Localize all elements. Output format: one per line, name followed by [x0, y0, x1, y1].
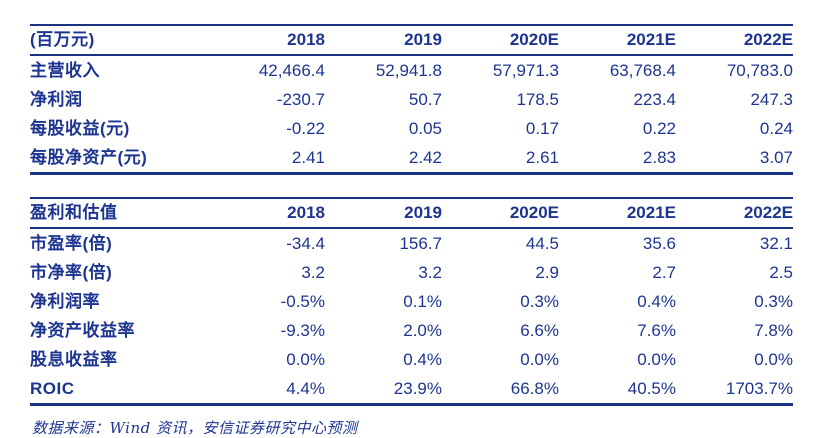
- value-cell: 3.2: [301, 263, 325, 282]
- table-row: 市盈率(倍) -34.4 156.7 44.5 35.6 32.1: [30, 228, 793, 258]
- value-cell: 0.05: [408, 119, 442, 138]
- row-label: 股息收益率: [30, 350, 118, 369]
- value-cell: 0.3%: [754, 292, 793, 311]
- value-cell: -34.4: [286, 234, 325, 253]
- table-row: 主营收入 42,466.4 52,941.8 57,971.3 63,768.4…: [30, 55, 793, 85]
- value-cell: 23.9%: [393, 379, 442, 398]
- valuation-header-cell: 盈利和估值: [30, 203, 118, 222]
- value-cell: 66.8%: [510, 379, 559, 398]
- year-header-cell: 2019: [404, 30, 442, 49]
- value-cell: 3.2: [418, 263, 442, 282]
- value-cell: 0.24: [759, 119, 793, 138]
- value-cell: 57,971.3: [492, 61, 559, 80]
- value-cell: 178.5: [516, 90, 559, 109]
- row-label: 每股净资产(元): [30, 148, 148, 167]
- year-header-cell: 2022E: [743, 203, 793, 222]
- table-header-row: 盈利和估值 2018 2019 2020E 2021E 2022E: [30, 198, 793, 228]
- year-header-cell: 2018: [287, 203, 325, 222]
- value-cell: 7.8%: [754, 321, 793, 340]
- value-cell: 4.4%: [286, 379, 325, 398]
- year-header-cell: 2022E: [743, 30, 793, 49]
- value-cell: 3.07: [759, 148, 793, 167]
- value-cell: 40.5%: [627, 379, 676, 398]
- row-label: 主营收入: [30, 61, 100, 80]
- value-cell: 0.1%: [403, 292, 442, 311]
- value-cell: 0.4%: [403, 350, 442, 369]
- value-cell: 70,783.0: [726, 61, 793, 80]
- value-cell: 63,768.4: [609, 61, 676, 80]
- value-cell: 44.5: [525, 234, 559, 253]
- row-label: 市净率(倍): [30, 263, 113, 282]
- value-cell: 2.5: [769, 263, 793, 282]
- value-cell: 35.6: [642, 234, 676, 253]
- table-row: ROIC 4.4% 23.9% 66.8% 40.5% 1703.7%: [30, 374, 793, 405]
- value-cell: 0.0%: [286, 350, 325, 369]
- table-row: 每股净资产(元) 2.41 2.42 2.61 2.83 3.07: [30, 143, 793, 174]
- value-cell: 1703.7%: [725, 379, 793, 398]
- value-cell: 2.0%: [403, 321, 442, 340]
- value-cell: 2.61: [525, 148, 559, 167]
- row-label: ROIC: [30, 379, 75, 398]
- year-header-cell: 2020E: [509, 30, 559, 49]
- value-cell: 0.0%: [754, 350, 793, 369]
- unit-header-cell: (百万元): [30, 30, 95, 49]
- value-cell: 247.3: [750, 90, 793, 109]
- table-row: 净利润 -230.7 50.7 178.5 223.4 247.3: [30, 85, 793, 114]
- value-cell: 6.6%: [520, 321, 559, 340]
- table-row: 净资产收益率 -9.3% 2.0% 6.6% 7.6% 7.8%: [30, 316, 793, 345]
- income-forecast-table: (百万元) 2018 2019 2020E 2021E 2022E 主营收入 4…: [30, 24, 793, 175]
- value-cell: 0.3%: [520, 292, 559, 311]
- value-cell: -230.7: [276, 90, 325, 109]
- value-cell: -0.22: [286, 119, 325, 138]
- value-cell: 2.42: [408, 148, 442, 167]
- value-cell: 32.1: [759, 234, 793, 253]
- row-label: 净利润率: [30, 292, 100, 311]
- row-label: 净利润: [30, 90, 83, 109]
- value-cell: 156.7: [399, 234, 442, 253]
- value-cell: 0.17: [525, 119, 559, 138]
- value-cell: 50.7: [408, 90, 442, 109]
- value-cell: 52,941.8: [375, 61, 442, 80]
- year-header-cell: 2020E: [509, 203, 559, 222]
- valuation-table: 盈利和估值 2018 2019 2020E 2021E 2022E 市盈率(倍)…: [30, 197, 793, 406]
- report-tables-section: (百万元) 2018 2019 2020E 2021E 2022E 主营收入 4…: [30, 24, 793, 438]
- table-spacer: [30, 175, 793, 197]
- value-cell: 223.4: [633, 90, 676, 109]
- value-cell: 2.7: [652, 263, 676, 282]
- year-header-cell: 2018: [287, 30, 325, 49]
- table-header-row: (百万元) 2018 2019 2020E 2021E 2022E: [30, 25, 793, 55]
- value-cell: -9.3%: [280, 321, 325, 340]
- year-header-cell: 2021E: [626, 203, 676, 222]
- value-cell: 2.41: [291, 148, 325, 167]
- row-label: 净资产收益率: [30, 321, 135, 340]
- value-cell: 0.0%: [520, 350, 559, 369]
- table-row: 每股收益(元) -0.22 0.05 0.17 0.22 0.24: [30, 114, 793, 143]
- value-cell: 2.83: [642, 148, 676, 167]
- data-source-note: 数据来源：Wind 资讯，安信证券研究中心预测: [32, 419, 358, 437]
- value-cell: 2.9: [535, 263, 559, 282]
- value-cell: 0.22: [642, 119, 676, 138]
- value-cell: 7.6%: [637, 321, 676, 340]
- year-header-cell: 2019: [404, 203, 442, 222]
- table-row: 股息收益率 0.0% 0.4% 0.0% 0.0% 0.0%: [30, 345, 793, 374]
- row-label: 市盈率(倍): [30, 234, 113, 253]
- table-row: 市净率(倍) 3.2 3.2 2.9 2.7 2.5: [30, 258, 793, 287]
- year-header-cell: 2021E: [626, 30, 676, 49]
- row-label: 每股收益(元): [30, 119, 130, 138]
- value-cell: 0.0%: [637, 350, 676, 369]
- value-cell: 0.4%: [637, 292, 676, 311]
- value-cell: 42,466.4: [258, 61, 325, 80]
- value-cell: -0.5%: [280, 292, 325, 311]
- table-row: 净利润率 -0.5% 0.1% 0.3% 0.4% 0.3%: [30, 287, 793, 316]
